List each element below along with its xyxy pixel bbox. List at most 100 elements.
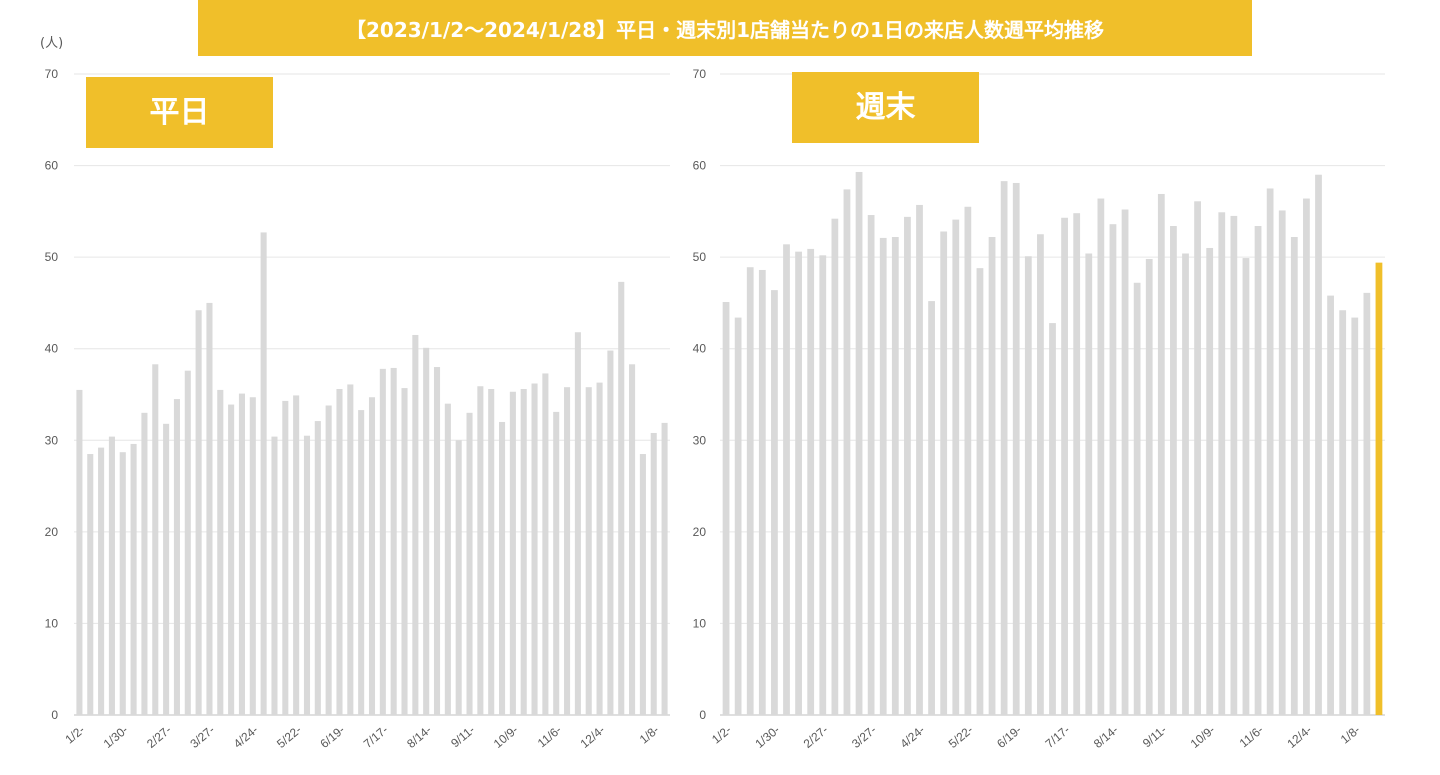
weekday-badge	[86, 77, 273, 148]
x-tick-label: 11/6-	[1237, 723, 1266, 751]
bar	[130, 443, 137, 715]
x-tick-label: 3/27-	[849, 723, 879, 751]
weekend-badge	[792, 72, 979, 143]
chart-title-banner: 【2023/1/2～2024/1/28】平日・週末別1店舗当たりの1日の来店人数…	[198, 0, 1252, 56]
bar	[1218, 212, 1226, 715]
bar	[1242, 258, 1250, 715]
bar	[1266, 188, 1274, 715]
bar	[1363, 292, 1371, 715]
y-tick-label: 70	[693, 67, 707, 81]
bar	[964, 206, 972, 715]
bar	[412, 334, 419, 715]
bar	[1109, 224, 1117, 716]
bar	[1037, 234, 1044, 715]
x-tick-label: 8/14-	[404, 723, 434, 751]
bar	[1254, 226, 1262, 715]
y-tick-label: 30	[45, 433, 59, 447]
y-tick-label: 20	[693, 525, 707, 539]
x-tick-label: 3/27-	[187, 723, 217, 751]
bar	[1194, 201, 1201, 715]
bar	[509, 391, 516, 715]
y-tick-label: 10	[45, 616, 59, 630]
x-tick-label: 5/22-	[274, 723, 304, 751]
bar	[499, 421, 506, 715]
bar	[444, 403, 451, 715]
x-tick-label: 11/6-	[535, 723, 564, 751]
bar	[87, 454, 94, 715]
y-tick-label: 20	[45, 525, 59, 539]
x-tick-label: 1/8-	[637, 723, 662, 747]
bar	[249, 397, 256, 715]
bar	[988, 236, 996, 716]
bar	[867, 215, 875, 715]
bar	[1085, 253, 1093, 716]
bar	[1303, 198, 1310, 716]
bar	[228, 404, 235, 715]
weekday-badge-label: 平日	[150, 95, 210, 130]
bar	[531, 383, 538, 715]
bar	[336, 389, 343, 715]
bar	[98, 447, 105, 715]
bar	[807, 248, 815, 715]
x-tick-label: 10/9-	[1188, 723, 1218, 751]
bar	[238, 393, 245, 715]
bar	[1182, 253, 1189, 716]
bar	[879, 237, 887, 716]
x-tick-label: 1/2-	[62, 723, 87, 747]
weekend-badge-label: 週末	[856, 90, 916, 125]
y-tick-label: 70	[45, 67, 59, 81]
x-tick-label: 12/4-	[1284, 723, 1314, 751]
bar	[1327, 295, 1334, 715]
bar	[855, 171, 863, 715]
bar	[314, 421, 321, 715]
y-tick-label: 0	[51, 708, 58, 722]
x-tick-label: 2/27-	[144, 723, 174, 751]
bar	[477, 386, 484, 715]
bar	[661, 422, 668, 715]
bar	[1073, 213, 1081, 715]
bar	[734, 317, 742, 715]
chart-weekday: 0 10 20 30 40 50 60 70 1/2- 1/30- 2/27- 3/27- 4/24- 5…	[45, 67, 670, 751]
bar	[119, 452, 126, 715]
bar	[952, 219, 960, 715]
bar	[1121, 209, 1129, 716]
bar	[746, 267, 754, 715]
x-tick-label: 9/11-	[1140, 723, 1169, 751]
x-tick-label: 1/2-	[709, 723, 734, 747]
bar	[1278, 210, 1286, 716]
bar	[1157, 193, 1165, 716]
x-tick-label: 9/11-	[448, 723, 477, 751]
x-tick-label: 4/24-	[897, 723, 927, 751]
x-tick-label: 1/30-	[101, 723, 131, 751]
bar	[282, 400, 289, 715]
bar	[574, 332, 581, 715]
bar	[1061, 217, 1068, 715]
x-tick-label: 6/19-	[317, 723, 347, 751]
bar	[831, 218, 839, 715]
y-tick-label: 60	[45, 159, 59, 173]
bar	[596, 382, 603, 715]
bar	[639, 454, 646, 715]
bar	[783, 244, 790, 715]
bar	[163, 423, 170, 715]
bar	[520, 389, 527, 715]
bar	[358, 410, 365, 715]
x-tick-label: 1/30-	[752, 723, 782, 751]
chart-weekend: 0 10 20 30 40 50 60 70 1/2- 1/30- 2/27- 3/27- 4/24- 5…	[693, 67, 1385, 751]
y-tick-label: 50	[693, 250, 707, 264]
bar	[629, 364, 636, 715]
bar	[325, 405, 332, 715]
x-tick-label: 8/14-	[1091, 723, 1121, 751]
y-tick-label: 10	[693, 616, 707, 630]
x-tick-label: 6/19-	[994, 723, 1024, 751]
bar	[347, 384, 354, 715]
bar	[1049, 323, 1056, 715]
y-axis-unit-label: (人)	[40, 36, 64, 51]
bar	[607, 350, 614, 715]
x-tick-label: 7/17-	[361, 723, 391, 751]
bar	[542, 373, 549, 715]
x-tick-label: 12/4-	[578, 723, 608, 751]
bar	[1230, 215, 1238, 715]
y-tick-label: 60	[693, 159, 707, 173]
